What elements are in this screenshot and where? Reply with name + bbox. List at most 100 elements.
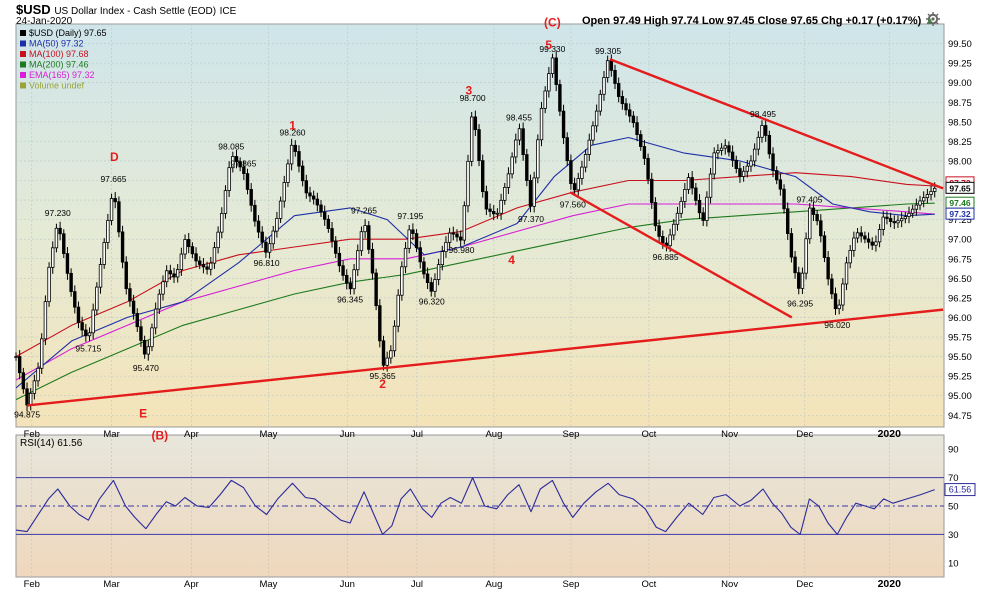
price-candle	[179, 253, 184, 270]
price-candle	[264, 241, 268, 253]
price-candle	[120, 231, 125, 263]
price-candle	[602, 77, 606, 95]
rsi-x-tick-label: Jul	[411, 579, 423, 590]
price-candle	[569, 160, 573, 184]
price-candle	[150, 327, 154, 348]
y-tick-label: 96.50	[948, 274, 972, 285]
y-tick-label: 96.25	[948, 293, 972, 304]
legend-swatch	[20, 51, 26, 57]
price-candle	[642, 146, 647, 159]
price-candle	[881, 216, 885, 230]
price-candle	[561, 110, 566, 139]
price-candle	[337, 252, 342, 267]
price-candle	[683, 189, 687, 202]
value-badge	[945, 207, 975, 220]
price-label: 97.405	[796, 195, 822, 205]
wave-label: 3	[466, 83, 473, 97]
price-candle	[47, 266, 51, 303]
rsi-x-tick-label: Mar	[103, 579, 119, 590]
price-candle	[54, 227, 59, 249]
price-candle	[385, 357, 389, 366]
price-candle	[576, 178, 580, 191]
price-candle	[833, 293, 838, 310]
rsi-x-tick-label: Nov	[721, 579, 738, 590]
y-tick-label: 96.75	[948, 254, 972, 265]
price-candle	[253, 204, 257, 222]
y-tick-label: 95.25	[948, 372, 972, 383]
price-candle	[201, 264, 206, 268]
rsi-x-tick-label: May	[259, 579, 277, 590]
price-candle	[142, 339, 147, 355]
rsi-x-tick-label: Aug	[485, 579, 502, 590]
price-candle	[591, 125, 595, 141]
price-candle	[716, 150, 720, 154]
price-candle	[815, 214, 819, 222]
price-candle	[308, 192, 312, 197]
value-badge-text: 97.32	[949, 209, 971, 219]
price-candle	[146, 346, 150, 355]
gear-icon[interactable]	[926, 12, 940, 26]
price-candle	[705, 196, 709, 221]
price-candle	[429, 282, 433, 292]
price-candle	[113, 198, 117, 203]
price-candle	[168, 270, 173, 275]
price-candle	[874, 241, 878, 246]
price-candle	[708, 173, 713, 198]
y-tick-label: 99.25	[948, 59, 972, 70]
price-candle	[190, 246, 195, 255]
price-candle	[510, 156, 514, 175]
price-label: 97.665	[100, 174, 126, 184]
price-candle	[187, 239, 191, 248]
price-candle	[797, 272, 801, 289]
rsi-x-tick-label: Jun	[340, 579, 355, 590]
y-tick-label: 98.50	[948, 117, 972, 128]
y-tick-label: 97.00	[948, 235, 972, 246]
price-label: 98.260	[280, 128, 306, 138]
price-label: 96.885	[653, 252, 679, 262]
value-badge-text: 97.46	[949, 198, 971, 208]
price-candle	[422, 261, 426, 275]
y-tick-label: 96.00	[948, 313, 972, 324]
price-candle	[723, 145, 727, 149]
price-candle	[183, 239, 187, 255]
price-candle	[322, 211, 327, 220]
price-candle	[403, 247, 408, 268]
price-label: 98.455	[506, 112, 532, 122]
legend-entry: $USD (Daily) 97.65	[29, 28, 107, 38]
price-candle	[367, 225, 371, 250]
rsi-y-tick-label: 50	[948, 502, 959, 513]
price-candle	[793, 256, 797, 274]
price-candle	[242, 166, 246, 174]
price-candle	[275, 218, 279, 232]
price-candle	[539, 107, 544, 141]
price-candle	[819, 220, 823, 237]
price-candle	[334, 240, 338, 254]
chart-date: 24-Jan-2020	[16, 16, 73, 27]
price-candle	[488, 208, 492, 212]
price-candle	[892, 221, 896, 224]
y-tick-label: 99.50	[948, 39, 972, 50]
price-candle	[194, 253, 198, 262]
price-candle	[866, 238, 871, 243]
price-candle	[91, 309, 95, 334]
price-label: 98.700	[460, 93, 486, 103]
price-candle	[650, 178, 654, 203]
price-candle	[315, 198, 320, 206]
price-candle	[227, 167, 231, 191]
wave-label: 2	[379, 377, 386, 391]
rsi-x-tick-label: Feb	[24, 579, 40, 590]
price-label: 94.875	[14, 409, 40, 419]
price-candle	[903, 216, 908, 220]
price-candle	[749, 160, 753, 167]
price-candle	[782, 188, 786, 210]
x-tick-label: Jul	[411, 429, 423, 440]
price-candle	[775, 170, 779, 181]
price-candle	[745, 165, 750, 172]
price-candle	[620, 96, 625, 105]
price-candle	[547, 73, 551, 92]
price-candle	[929, 191, 933, 195]
price-candle	[767, 135, 772, 155]
price-candle	[131, 300, 136, 314]
price-candle	[271, 230, 275, 245]
price-candle	[481, 160, 485, 193]
